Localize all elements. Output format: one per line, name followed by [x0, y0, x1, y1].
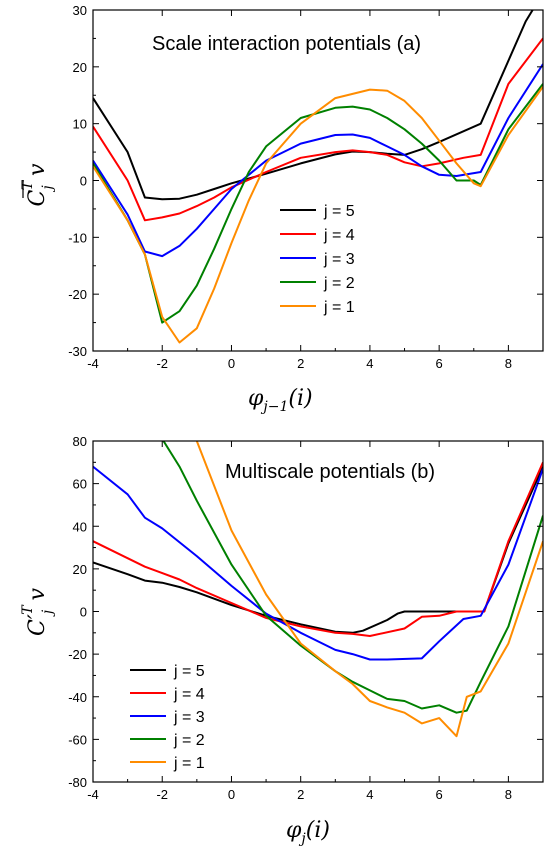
panel-a-y-tick-label: 10: [73, 117, 87, 132]
panel-b-legend-label: j = 3: [173, 709, 205, 726]
panel-b-series-j4-line: [93, 461, 543, 637]
panel-a-title: Scale interaction potentials (a): [152, 33, 421, 55]
panel-b-series-j2-line: [162, 441, 543, 714]
panel-b-x-axis-label: φj(i): [286, 818, 330, 847]
panel-b-y-tick-label: 0: [80, 605, 87, 620]
panel-a-x-tick-label: 0: [228, 356, 235, 371]
panel-a-y-tick-label: -30: [68, 344, 87, 359]
panel-b-x-tick-label: 4: [366, 787, 373, 802]
panel-a-legend-label: j = 3: [323, 251, 355, 268]
panel-a-series-j4-line: [93, 37, 543, 222]
panel-a-y-tick-label: 30: [73, 3, 87, 18]
panel-b-legend: j = 5 j = 4 j = 3 j = 2 j = 1: [130, 663, 205, 772]
panel-a-legend-label: j = 1: [323, 299, 355, 316]
panel-b-y-axis-label: C′jTv: [20, 587, 56, 636]
panel-a-y-tick-label: -10: [68, 230, 87, 245]
svg-text:CjTv: CjTv: [20, 163, 56, 207]
panel-a-y-axis-label: CjTv: [20, 163, 56, 207]
panel-a-series-j5-line: [93, 10, 534, 201]
panel-b-legend-label: j = 5: [173, 663, 205, 680]
panel-a-x-tick-label: 6: [436, 356, 443, 371]
panel-a-x-tick-label: -2: [156, 356, 168, 371]
panel-a-x-tick-label: 4: [366, 356, 373, 371]
panel-b-series-j1-line: [195, 441, 543, 738]
panel-b-series-j5-line: [93, 466, 543, 634]
panel-b-y-tick-label: 40: [73, 519, 87, 534]
panel-a-legend-label: j = 4: [323, 227, 355, 244]
panel-b-y-tick-label: -20: [68, 647, 87, 662]
panel-b-series-j3-line: [93, 465, 543, 661]
panel-a-x-axis-label: φj−1(i): [248, 386, 313, 415]
svg-text:C′jTv: C′jTv: [20, 587, 56, 636]
panel-b-x-tick-label: -2: [156, 787, 168, 802]
panel-b-legend-label: j = 4: [173, 686, 205, 703]
panel-a-y-tick-label: -20: [68, 287, 87, 302]
svg-text:φj−1(i): φj−1(i): [248, 386, 313, 415]
panel-a-y-tick-label: 0: [80, 174, 87, 189]
panel-b-title: Multiscale potentials (b): [225, 461, 435, 483]
panel-b-y-tick-label: 20: [73, 562, 87, 577]
panel-a-x-tick-label: 2: [297, 356, 304, 371]
panel-b-x-tick-label: 2: [297, 787, 304, 802]
panel-b-y-tick-label: -40: [68, 690, 87, 705]
panel-a-y-tick-label: 20: [73, 60, 87, 75]
panel-a-x-tick-label: 8: [505, 356, 512, 371]
panel-b-x-tick-label: 6: [436, 787, 443, 802]
panel-a-series-j2-line: [93, 83, 543, 324]
panel-a-legend: j = 5 j = 4 j = 3 j = 2 j = 1: [280, 203, 355, 316]
panel-b-legend-label: j = 2: [173, 732, 205, 749]
svg-text:φj(i): φj(i): [286, 818, 330, 847]
panel-a-legend-label: j = 5: [323, 203, 355, 220]
panel-b-x-tick-label: 8: [505, 787, 512, 802]
panel-b-y-tick-label: 80: [73, 434, 87, 449]
panel-a-series-j1-line: [93, 86, 543, 344]
panel-b-y-tick-label: -60: [68, 732, 87, 747]
panel-a-legend-label: j = 2: [323, 275, 355, 292]
panel-b-y-tick-label: -80: [68, 775, 87, 790]
panel-a-x-tick-label: -4: [87, 356, 99, 371]
panel-b-legend-label: j = 1: [173, 755, 205, 772]
panel-b-x-tick-label: -4: [87, 787, 99, 802]
panel-b-y-tick-label: 60: [73, 477, 87, 492]
panel-b-x-tick-label: 0: [228, 787, 235, 802]
panel-a-series-j3-line: [93, 63, 543, 258]
